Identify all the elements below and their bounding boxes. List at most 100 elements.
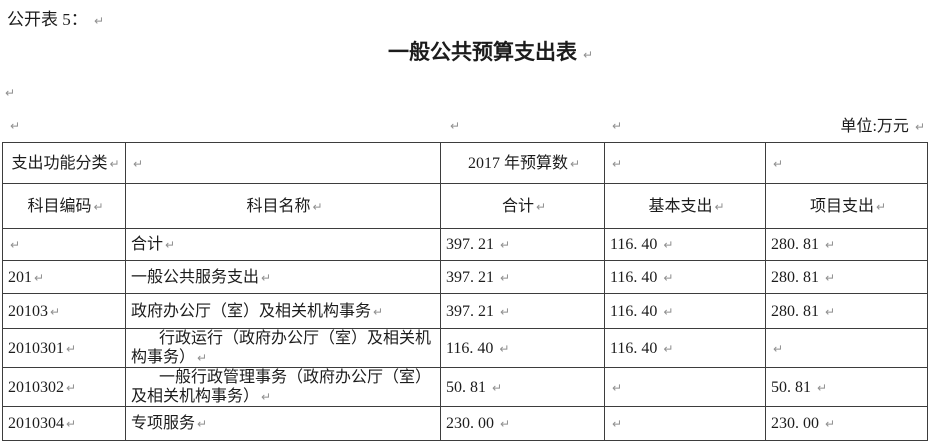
header-text: 合计	[501, 197, 534, 215]
name-text: 一般行政管理事务（政府办公厅（室）及相关机构事务）	[131, 369, 432, 405]
basic-cell: 116. 40 ↵	[604, 328, 766, 368]
paragraph-mark-icon: ↵	[663, 238, 674, 252]
header-total: 合计 ↵	[440, 183, 605, 229]
project-cell: ↵	[765, 328, 928, 368]
project-cell: 280. 81 ↵	[765, 260, 928, 294]
paragraph-mark-icon: ↵	[450, 119, 461, 133]
paragraph-mark-icon: ↵	[612, 380, 623, 395]
value-text: 50. 81	[771, 378, 811, 396]
paragraph-mark-icon: ↵	[197, 351, 208, 365]
project-cell: 280. 81 ↵	[765, 293, 928, 329]
header-empty-cell: ↵	[765, 142, 928, 184]
paragraph-mark-icon: ↵	[197, 417, 208, 431]
paragraph-mark-icon: ↵	[569, 156, 581, 171]
header-project-expenditure: 项目支出 ↵	[765, 183, 928, 229]
name-text: 专项服务	[131, 415, 196, 432]
code-text: 201	[8, 268, 32, 286]
paragraph-mark-icon: ↵	[875, 199, 887, 214]
budget-expenditure-table: 支出功能分类 ↵ ↵ 2017 年预算数 ↵ ↵ ↵ 科目编码 ↵ 科目名称 ↵ 合计 ↵…	[2, 142, 928, 441]
paragraph-mark-icon: ↵	[499, 341, 510, 356]
name-text: 合计	[131, 236, 164, 253]
header-empty-cell: ↵	[125, 142, 441, 184]
basic-cell: ↵	[604, 367, 766, 407]
value-text: 50. 81	[446, 378, 486, 396]
header-basic-expenditure: 基本支出 ↵	[604, 183, 766, 229]
paragraph-mark-icon: ↵	[93, 199, 104, 214]
name-text: 行政运行（政府办公厅（室）及相关机构事务）	[131, 330, 432, 366]
paragraph-mark-icon: ↵	[34, 270, 45, 285]
paragraph-mark-icon: ↵	[914, 120, 925, 134]
header-subject-name: 科目名称 ↵	[125, 183, 441, 229]
total-cell: 397. 21 ↵	[440, 293, 605, 329]
header-text: 2017 年预算数	[467, 154, 568, 172]
basic-cell: 116. 40 ↵	[604, 260, 766, 294]
header-2017-budget: 2017 年预算数 ↵	[440, 142, 605, 184]
value-text: 397. 21	[446, 236, 494, 253]
code-cell: 2010301 ↵	[2, 328, 126, 368]
value-text: 116. 40	[446, 339, 494, 357]
paragraph-mark-icon: ↵	[261, 270, 272, 285]
paragraph-mark-icon: ↵	[663, 304, 674, 319]
table-row: 2010301 ↵ 行政运行（政府办公厅（室）及相关机构事务） ↵ 116. 40 ↵…	[2, 328, 928, 368]
table-row: 2010302 ↵ 一般行政管理事务（政府办公厅（室）及相关机构事务） ↵ 50. …	[2, 367, 928, 407]
name-cell: 合计 ↵	[125, 228, 441, 261]
code-cell: 2010302 ↵	[2, 367, 126, 407]
paragraph-mark-icon: ↵	[582, 48, 594, 62]
header-text: 科目编码	[27, 197, 92, 215]
paragraph-mark-icon: ↵	[66, 380, 77, 395]
value-text: 116. 40	[610, 302, 658, 320]
value-text: 116. 40	[610, 339, 658, 357]
project-cell: 230. 00 ↵	[765, 406, 928, 441]
code-cell: 2010304 ↵	[2, 406, 126, 441]
paragraph-mark-icon: ↵	[663, 270, 674, 285]
header-function-classification: 支出功能分类 ↵	[2, 142, 126, 184]
total-cell: 116. 40 ↵	[440, 328, 605, 368]
table-row: 2010304 ↵ 专项服务 ↵ 230. 00 ↵ ↵ 230. 00 ↵	[2, 406, 928, 441]
paragraph-mark-icon: ↵	[492, 380, 503, 395]
paragraph-mark-icon: ↵	[109, 156, 120, 171]
table-header-row-1: 支出功能分类 ↵ ↵ 2017 年预算数 ↵ ↵ ↵	[2, 142, 928, 184]
paragraph-mark-icon: ↵	[612, 119, 623, 133]
paragraph-mark-icon: ↵	[663, 341, 674, 356]
name-cell: 专项服务 ↵	[125, 406, 441, 441]
paragraph-mark-icon: ↵	[261, 390, 272, 404]
paragraph-mark-icon: ↵	[825, 417, 836, 431]
paragraph-mark-icon: ↵	[312, 199, 323, 214]
paragraph-mark-icon: ↵	[66, 417, 77, 431]
paragraph-mark-icon: ↵	[714, 199, 725, 214]
code-cell: 201 ↵	[2, 260, 126, 294]
project-cell: 280. 81 ↵	[765, 228, 928, 261]
header-text: 项目支出	[809, 197, 874, 215]
paragraph-mark-icon: ↵	[66, 341, 77, 356]
paragraph-mark-icon: ↵	[773, 341, 784, 356]
paragraph-mark-icon: ↵	[10, 238, 21, 252]
empty-paragraph: ↵	[3, 84, 15, 102]
name-text: 政府办公厅（室）及相关机构事务	[131, 302, 372, 320]
unit-note-text: 单位:万元	[840, 118, 909, 135]
value-text: 397. 21	[446, 302, 494, 320]
unit-note: 单位:万元 ↵	[840, 112, 925, 136]
code-cell: 20103 ↵	[2, 293, 126, 329]
paragraph-mark-icon: ↵	[825, 270, 836, 285]
value-text: 280. 81	[771, 268, 819, 286]
paragraph-mark-icon: ↵	[5, 86, 16, 100]
value-text: 280. 81	[771, 302, 819, 320]
code-cell: ↵	[2, 228, 126, 261]
paragraph-mark-icon: ↵	[535, 199, 547, 214]
paragraph-mark-icon: ↵	[825, 304, 836, 319]
value-text: 116. 40	[610, 236, 658, 253]
paragraph-mark-icon: ↵	[373, 304, 384, 319]
total-cell: 230. 00 ↵	[440, 406, 605, 441]
table-row: ↵ 合计 ↵ 397. 21 ↵ 116. 40 ↵ 280. 81 ↵	[2, 228, 928, 261]
doc-label-text: 公开表 5：	[7, 10, 88, 29]
name-cell: 一般公共服务支出 ↵	[125, 260, 441, 294]
code-text: 20103	[8, 302, 48, 320]
name-cell: 行政运行（政府办公厅（室）及相关机构事务） ↵	[125, 328, 441, 368]
paragraph-mark-icon: ↵	[133, 156, 144, 171]
value-text: 116. 40	[610, 268, 658, 286]
paragraph-mark-icon: ↵	[500, 304, 511, 319]
paragraph-mark-icon: ↵	[817, 380, 828, 395]
paragraph-mark-icon: ↵	[94, 14, 105, 28]
code-text: 2010304	[8, 415, 64, 432]
